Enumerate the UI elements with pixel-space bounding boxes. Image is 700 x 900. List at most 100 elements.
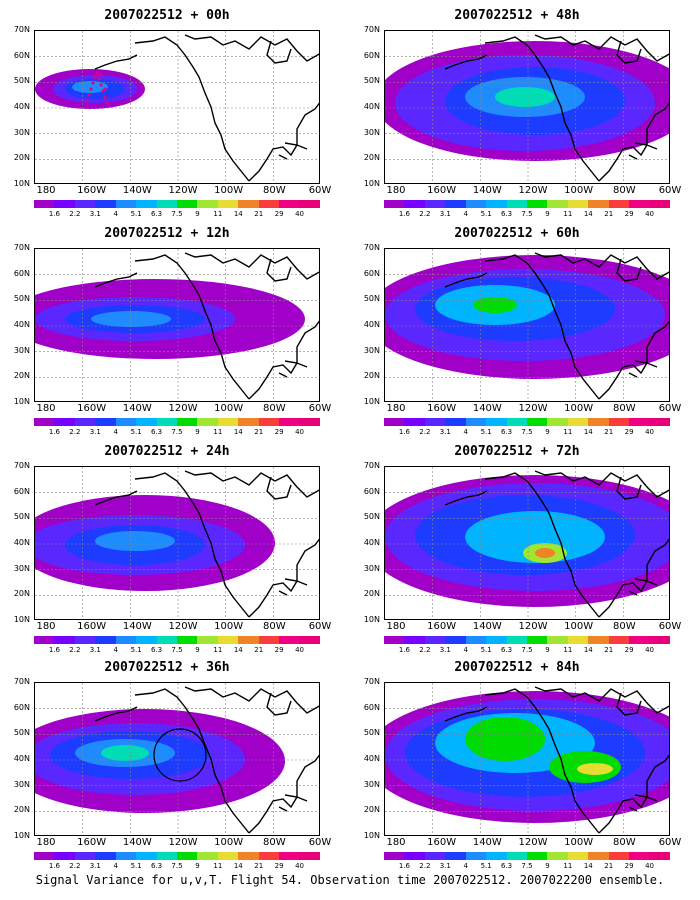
- colorbar-swatch: [156, 852, 177, 860]
- colorbar-label: 1.6: [398, 646, 410, 654]
- colorbar-swatch: [279, 852, 300, 860]
- map-canvas: [35, 31, 319, 183]
- longitude-label: 60W: [658, 185, 682, 196]
- colorbar-swatch: [384, 636, 405, 644]
- colorbar-label: 7.5: [521, 428, 533, 436]
- colorbar-swatch: [547, 636, 568, 644]
- colorbar-label: 40: [645, 646, 655, 654]
- colorbar-label: 11: [213, 210, 223, 218]
- colorbar-label: 11: [563, 210, 573, 218]
- colorbar: [384, 636, 670, 644]
- coastline: [444, 490, 658, 596]
- latitude-label: 40N: [363, 102, 380, 111]
- colorbar-swatch: [279, 636, 300, 644]
- flight-track-point: [87, 93, 91, 97]
- colorbar-label: 3.1: [439, 210, 451, 218]
- colorbar-swatch: [217, 852, 239, 860]
- panel-title: 2007022512 + 12h: [104, 226, 230, 241]
- colorbar-swatch: [299, 200, 320, 208]
- colorbar-label: 40: [295, 210, 305, 218]
- colorbar-label: 2.2: [419, 646, 431, 654]
- colorbar-swatch: [74, 852, 96, 860]
- panel-title: 2007022512 + 84h: [454, 660, 580, 675]
- colorbar-swatch: [54, 636, 75, 644]
- colorbar-swatch: [156, 200, 177, 208]
- colorbar-swatch: [465, 636, 487, 644]
- longitude-label: 180: [386, 185, 406, 196]
- flight-track-point: [95, 71, 99, 75]
- variance-map: [384, 682, 670, 836]
- longitude-label: 180: [386, 621, 406, 632]
- latitude-label: 50N: [363, 728, 380, 738]
- colorbar-label: 7.5: [171, 646, 183, 654]
- colorbar-label: 3.1: [89, 210, 101, 218]
- colorbar-label: 4: [463, 646, 468, 654]
- variance-contour: [72, 81, 108, 93]
- coastline: [616, 258, 642, 282]
- colorbar-swatch: [238, 852, 259, 860]
- panel-title: 2007022512 + 60h: [454, 226, 580, 241]
- colorbar-label: 14: [233, 428, 243, 436]
- colorbar-label: 29: [274, 210, 284, 218]
- colorbar-label: 2.2: [69, 862, 81, 870]
- longitude-label: 100W: [564, 185, 594, 196]
- colorbar-swatch: [176, 852, 198, 860]
- colorbar-label: 1.6: [398, 428, 410, 436]
- map-canvas: [385, 31, 669, 183]
- longitude-label: 140W: [472, 403, 502, 414]
- longitude-label: 100W: [214, 837, 244, 848]
- colorbar-swatch: [95, 636, 116, 644]
- colorbar-label: 6.3: [500, 862, 513, 870]
- latitude-label: 40N: [13, 754, 30, 763]
- colorbar-swatch: [279, 418, 300, 426]
- colorbar-label: 14: [233, 646, 243, 654]
- colorbar-swatch: [486, 852, 507, 860]
- coastline: [484, 252, 669, 400]
- latitude-label: 50N: [363, 294, 380, 304]
- longitude-label: 80W: [263, 621, 286, 632]
- colorbar-label: 11: [563, 646, 573, 654]
- colorbar-swatch: [258, 852, 280, 860]
- colorbar-label: 6.3: [150, 210, 163, 218]
- latitude-label: 30N: [363, 127, 380, 137]
- colorbar-swatch: [547, 200, 568, 208]
- colorbar-label: 21: [254, 428, 264, 436]
- variance-map: [34, 682, 320, 836]
- colorbar-swatch: [486, 418, 507, 426]
- colorbar-label: 3.1: [89, 862, 101, 870]
- colorbar-swatch: [526, 636, 548, 644]
- latitude-label: 50N: [13, 728, 30, 738]
- latitude-label: 10N: [363, 179, 380, 188]
- colorbar-swatch: [465, 852, 487, 860]
- colorbar-swatch: [588, 636, 609, 644]
- colorbar-swatch: [445, 636, 466, 644]
- colorbar-swatch: [54, 200, 75, 208]
- latitude-label: 60N: [13, 268, 30, 278]
- colorbar-label: 4: [113, 210, 118, 218]
- colorbar-swatch: [156, 418, 177, 426]
- flight-track-point: [105, 101, 109, 105]
- colorbar-label: 1.6: [398, 210, 410, 218]
- colorbar-swatch: [567, 418, 589, 426]
- longitude-label: 140W: [122, 837, 152, 848]
- colorbar-swatch: [299, 852, 320, 860]
- latitude-label: 50N: [13, 294, 30, 304]
- longitude-label: 120W: [168, 403, 198, 414]
- coastline: [266, 476, 292, 500]
- colorbar-label: 9: [545, 428, 550, 436]
- longitude-label: 80W: [613, 621, 636, 632]
- longitude-label: 60W: [658, 621, 682, 632]
- variance-contour: [465, 511, 605, 563]
- colorbar-label: 7.5: [521, 862, 533, 870]
- variance-contour: [95, 531, 175, 551]
- colorbar-swatch: [95, 200, 116, 208]
- latitude-label: 10N: [363, 831, 380, 840]
- longitude-label: 60W: [308, 837, 332, 848]
- latitude-label: 20N: [363, 153, 380, 163]
- colorbar-swatch: [424, 200, 446, 208]
- colorbar-label: 2.2: [419, 862, 431, 870]
- colorbar-label: 9: [545, 862, 550, 870]
- variance-map: [384, 466, 670, 620]
- map-canvas: [385, 249, 669, 401]
- colorbar-label: 29: [624, 428, 634, 436]
